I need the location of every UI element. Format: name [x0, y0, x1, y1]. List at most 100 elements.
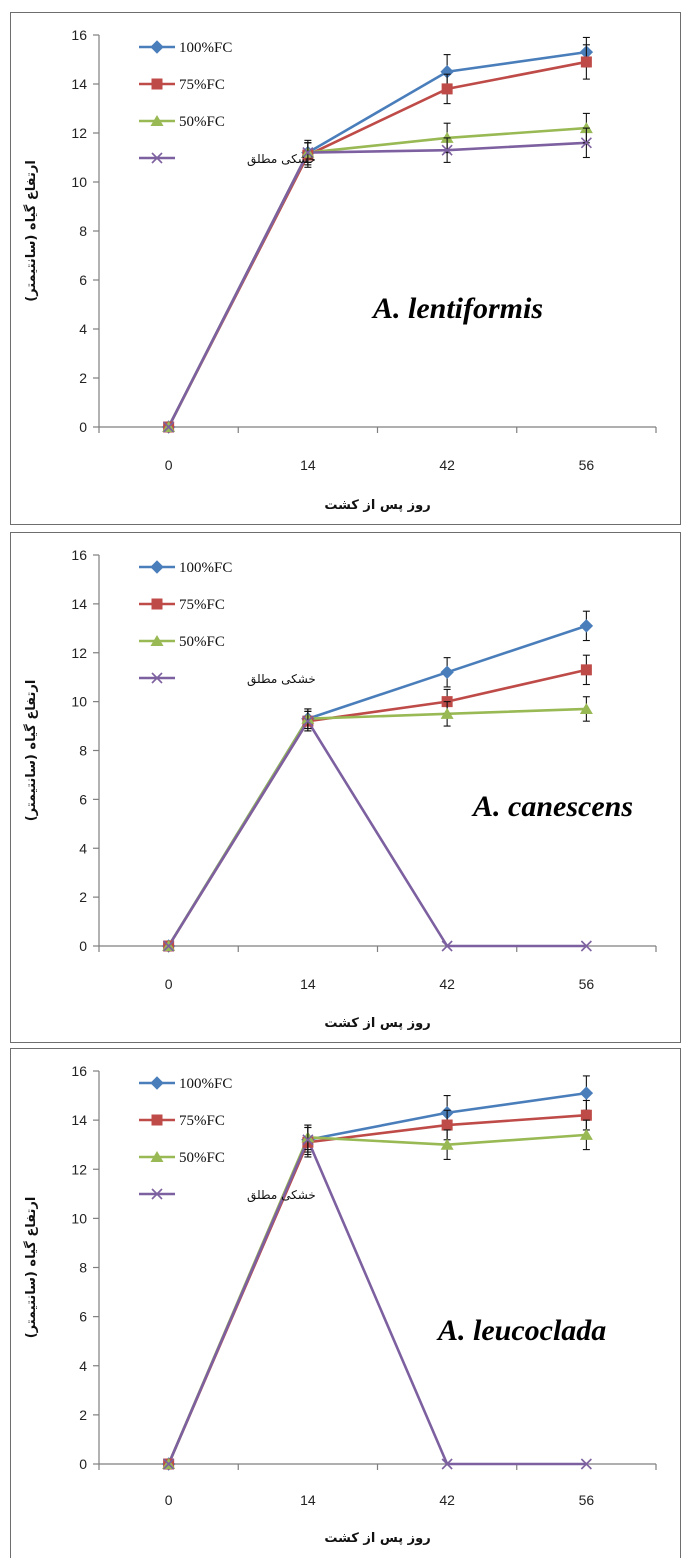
species-label: A. canescens	[471, 790, 633, 823]
y-tick-label: 2	[79, 370, 87, 386]
y-tick-label: 14	[71, 1112, 87, 1128]
series-line-3	[167, 1138, 587, 1466]
legend-marker-1	[151, 78, 163, 90]
legend-label-0: 100%FC	[179, 40, 232, 56]
y-tick-label: 16	[71, 547, 87, 563]
legend-label-2: 50%FC	[179, 1150, 225, 1166]
y-tick-label: 0	[79, 419, 87, 435]
data-point-0	[579, 1086, 594, 1100]
y-tick-label: 6	[79, 791, 87, 807]
data-point-3	[580, 137, 592, 149]
species-label: A. lentiformis	[371, 292, 543, 325]
y-tick-label: 4	[79, 1358, 87, 1374]
data-point-2	[440, 707, 454, 719]
data-point-3	[441, 940, 453, 952]
y-tick-label: 4	[79, 840, 87, 856]
series-line-3	[167, 719, 587, 948]
x-tick-label: 0	[165, 976, 173, 992]
series-line-1	[167, 1113, 587, 1465]
y-axis-title: ارتفاع گیاه (سانتیمتر)	[23, 160, 39, 302]
x-tick-label: 42	[439, 976, 455, 992]
x-tick-label: 14	[300, 1492, 316, 1508]
chart-panel-lentiformis: 0 2 4 6 8 10 12 14 16 0 14 42 56 روز پس از کشت ارتفاع …	[10, 12, 681, 525]
legend-marker-1	[151, 598, 163, 610]
legend-marker-0	[150, 1076, 164, 1090]
y-tick-label: 16	[71, 1063, 87, 1079]
legend-label-3: خشکی مطلق	[247, 672, 316, 687]
legend-label-0: 100%FC	[179, 1076, 232, 1092]
x-tick-label: 14	[300, 457, 316, 473]
legend-marker-3	[151, 672, 163, 684]
y-tick-label: 0	[79, 938, 87, 954]
y-axis-title: ارتفاع گیاه (سانتیمتر)	[23, 680, 39, 822]
x-tick-label: 42	[439, 457, 455, 473]
data-point-1	[580, 1109, 592, 1121]
y-tick-label: 12	[71, 1161, 87, 1177]
series-line-3	[167, 141, 587, 428]
legend-marker-2	[150, 115, 164, 126]
legend-label-3: خشکی مطلق	[247, 1188, 316, 1203]
x-tick-label: 14	[300, 976, 316, 992]
legend-marker-2	[150, 1151, 164, 1162]
species-label: A. leucoclada	[436, 1314, 606, 1347]
data-point-3	[580, 1458, 592, 1470]
line-chart-canescens: 0 2 4 6 8 10 12 14 16 0 14 42 56 روز پس از کشت ارتفاع …	[23, 547, 657, 1031]
legend-marker-2	[150, 635, 164, 646]
y-tick-label: 16	[71, 27, 87, 43]
legend-label-0: 100%FC	[179, 560, 232, 576]
data-point-0	[440, 665, 454, 680]
legend-label-2: 50%FC	[179, 114, 225, 130]
line-chart-lentiformis: 0 2 4 6 8 10 12 14 16 0 14 42 56 روز پس از کشت ارتفاع …	[23, 27, 657, 513]
legend-label-1: 75%FC	[179, 77, 225, 93]
legend-label-2: 50%FC	[179, 634, 225, 650]
x-tick-label: 56	[579, 976, 595, 992]
data-point-0	[579, 619, 594, 633]
data-point-2	[579, 702, 593, 714]
data-point-1	[580, 664, 592, 676]
y-tick-label: 12	[71, 645, 87, 661]
series-line-0	[167, 1091, 587, 1465]
x-tick-label: 0	[165, 1492, 173, 1508]
series-line-2	[167, 707, 587, 947]
y-tick-label: 0	[79, 1456, 87, 1472]
x-tick-label: 42	[439, 1492, 455, 1508]
data-point-3	[302, 715, 314, 727]
data-point-2	[579, 1128, 593, 1140]
legend-marker-3	[151, 1188, 163, 1200]
data-point-2	[440, 1138, 454, 1150]
y-tick-label: 8	[79, 743, 87, 759]
data-point-3	[302, 147, 314, 159]
data-point-1	[441, 83, 453, 95]
x-axis-title: روز پس از کشت	[324, 498, 430, 513]
x-tick-label: 56	[579, 457, 595, 473]
data-point-1	[441, 1119, 453, 1131]
legend-marker-1	[151, 1114, 163, 1126]
x-tick-label: 0	[165, 457, 173, 473]
data-point-3	[302, 1134, 314, 1146]
data-point-3	[441, 1458, 453, 1470]
y-axis-title: ارتفاع گیاه (سانتیمتر)	[23, 1197, 39, 1339]
y-tick-label: 2	[79, 1407, 87, 1423]
y-tick-label: 14	[71, 596, 87, 612]
legend-marker-0	[150, 40, 164, 54]
series-line-0	[167, 50, 587, 428]
data-point-1	[580, 56, 592, 68]
data-point-3	[163, 940, 175, 952]
y-tick-label: 6	[79, 1309, 87, 1325]
y-tick-label: 8	[79, 223, 87, 239]
legend-marker-0	[150, 560, 164, 574]
line-chart-leucoclada: 0 2 4 6 8 10 12 14 16 0 14 42 56 روز پس از کشت ارتفاع …	[23, 1063, 657, 1546]
y-tick-label: 6	[79, 272, 87, 288]
legend-label-1: 75%FC	[179, 1113, 225, 1129]
y-tick-label: 12	[71, 125, 87, 141]
y-tick-label: 10	[71, 174, 87, 190]
x-axis-title: روز پس از کشت	[324, 1016, 430, 1031]
data-point-3	[163, 421, 175, 433]
x-axis-title: روز پس از کشت	[324, 1531, 430, 1546]
y-tick-label: 8	[79, 1260, 87, 1276]
data-point-3	[580, 940, 592, 952]
legend-label-1: 75%FC	[179, 597, 225, 613]
y-tick-label: 10	[71, 694, 87, 710]
chart-panel-leucoclada: 0 2 4 6 8 10 12 14 16 0 14 42 56 روز پس از کشت ارتفاع …	[10, 1048, 681, 1558]
series-line-0	[167, 624, 587, 947]
